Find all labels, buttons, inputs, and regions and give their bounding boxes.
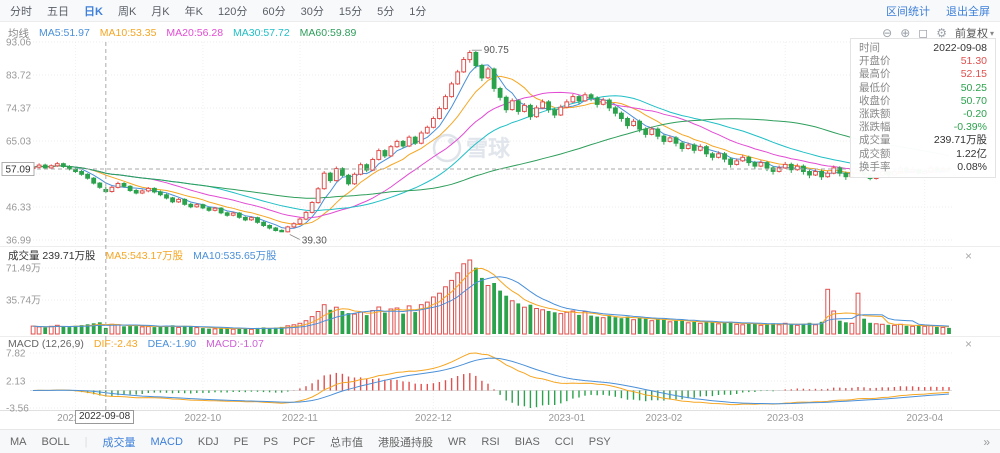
period-tab[interactable]: 五日 (47, 5, 69, 18)
ma-legend-row: 均线 MA5:51.97 MA10:53.35 MA20:56.28 MA30:… (8, 25, 994, 41)
period-tabs: 分时 五日 日K 周K 月K 年K 120分 60分 30分 15分 5分 1分 (10, 3, 426, 19)
svg-text:雪球: 雪球 (466, 136, 511, 161)
svg-text:57.09: 57.09 (5, 165, 30, 176)
indicator-tab[interactable]: MACD (150, 435, 183, 448)
range-stats-link[interactable]: 区间统计 (886, 5, 930, 18)
indicator-tab[interactable]: KDJ (197, 435, 219, 448)
period-tab[interactable]: 1分 (409, 5, 427, 18)
period-tab[interactable]: 周K (117, 5, 137, 18)
tab-divider: | (84, 435, 88, 448)
info-row: 成交额 1.22亿 (859, 147, 987, 160)
toolbar-right: 区间统计 退出全屏 (886, 3, 990, 19)
svg-text:2022-12: 2022-12 (415, 413, 452, 424)
period-tab[interactable]: 60分 (262, 5, 286, 18)
candle-info-panel: 时间 2022-09-08 开盘价 51.30 最高价 52.15 最低价 50.25 收盘价 5… (850, 38, 996, 179)
indicator-tab[interactable]: BIAS (514, 435, 540, 448)
indicator-tab[interactable]: BOLL (41, 435, 70, 448)
indicator-tab[interactable]: 总市值 (330, 436, 364, 449)
dif-legend: DIF:-2.43 (93, 338, 138, 350)
dea-legend: DEA:-1.90 (147, 338, 197, 350)
info-row: 最低价 50.25 (859, 81, 987, 94)
svg-text:90.75: 90.75 (484, 45, 509, 56)
indicator-tab[interactable]: MA (10, 435, 27, 448)
macd-pane-header: MACD (12,26,9) DIF:-2.43 DEA:-1.90 MACD:… (8, 338, 972, 350)
indicator-tab[interactable]: WR (448, 435, 467, 448)
svg-text:74.37: 74.37 (6, 104, 31, 115)
exit-fullscreen-link[interactable]: 退出全屏 (946, 5, 990, 18)
period-tab[interactable]: 120分 (217, 5, 248, 18)
svg-text:2022-10: 2022-10 (185, 413, 222, 424)
more-indicators-button[interactable]: » (983, 434, 990, 449)
svg-text:36.99: 36.99 (6, 236, 31, 247)
period-tab[interactable]: 日K (84, 5, 103, 18)
indicator-tab[interactable]: RSI (481, 435, 500, 448)
ma60-legend: MA60:59.89 (299, 27, 357, 39)
ma-title: 均线 (8, 27, 29, 40)
period-tab[interactable]: 月K (151, 5, 170, 18)
indicator-tab[interactable]: PE (233, 435, 249, 448)
settings-icon[interactable]: ⚙ (936, 26, 947, 40)
adjust-type-dropdown[interactable]: 前复权 ▾ (955, 25, 994, 41)
adjust-type-label: 前复权 (954, 28, 988, 40)
svg-text:2023-03: 2023-03 (767, 413, 804, 424)
volume-ma10-legend: MA10:535.65万股 (193, 250, 277, 262)
svg-text:2022-11: 2022-11 (282, 413, 318, 424)
svg-text:46.33: 46.33 (6, 203, 31, 214)
volume-ma5-legend: MA5:543.17万股 (105, 250, 184, 262)
indicator-tabbar: MA BOLL | 成交量 MACD KDJ PE PS PCF 总市值 港股通持股 WR RSI BIA… (0, 429, 1000, 453)
indicator-tabs: MA BOLL | 成交量 MACD KDJ PE PS PCF 总市值 港股通持股 WR RSI BIA… (10, 434, 611, 450)
crosshair-date-badge: 2022-09-08 (75, 410, 135, 424)
ma10-legend: MA10:53.35 (99, 27, 157, 39)
ma30-legend: MA30:57.72 (233, 27, 290, 39)
svg-text:-3.56: -3.56 (6, 404, 29, 415)
info-row: 换手率 0.08% (859, 160, 987, 173)
chart-tool-icons: ⊖ ⊕ ◻ ⚙ (882, 27, 947, 39)
period-tab[interactable]: 30分 (300, 5, 324, 18)
svg-text:93.06: 93.06 (6, 38, 31, 49)
close-volume-pane-button[interactable]: × (964, 248, 972, 263)
svg-text:35.74万: 35.74万 (6, 296, 41, 307)
screenshot-icon[interactable]: ◻ (918, 26, 929, 40)
ma20-legend: MA20:56.28 (166, 27, 224, 39)
info-row: 时间 2022-09-08 (859, 42, 987, 54)
period-tab[interactable]: 15分 (338, 5, 363, 18)
zoom-in-icon[interactable]: ⊕ (900, 26, 911, 40)
info-row: 开盘价 51.30 (859, 55, 987, 68)
svg-text:65.03: 65.03 (6, 137, 31, 148)
indicator-tab[interactable]: CCI (554, 435, 574, 448)
macd-legend: MACD (12,26,9) (8, 338, 84, 350)
svg-text:7.82: 7.82 (6, 349, 26, 360)
kline-toolbar: 分时 五日 日K 周K 月K 年K 120分 60分 30分 15分 5分 1分 区间统计 退出全屏 (0, 0, 1000, 22)
ma5-legend: MA5:51.97 (39, 27, 90, 39)
svg-text:2023-02: 2023-02 (646, 413, 683, 424)
info-row: 成交量 239.71万股 (859, 134, 987, 147)
zoom-out-icon[interactable]: ⊖ (882, 26, 893, 40)
chevron-down-icon: ▾ (989, 28, 994, 38)
svg-text:2023-04: 2023-04 (906, 413, 943, 424)
chart-tools: ⊖ ⊕ ◻ ⚙ 前复权 ▾ (882, 25, 994, 41)
svg-text:83.72: 83.72 (6, 71, 31, 82)
indicator-tab[interactable]: PCF (293, 435, 316, 448)
svg-text:71.49万: 71.49万 (6, 264, 41, 275)
close-macd-pane-button[interactable]: × (964, 337, 972, 351)
svg-text:2.13: 2.13 (6, 377, 26, 388)
info-row: 涨跌额 -0.20 (859, 108, 987, 121)
indicator-tab[interactable]: 港股通持股 (378, 436, 434, 449)
info-row: 涨跌幅 -0.39% (859, 121, 987, 134)
svg-text:2023-01: 2023-01 (548, 413, 585, 424)
volume-pane-header: 成交量 239.71万股 MA5:543.17万股 MA10:535.65万股 … (8, 248, 972, 263)
macd-value-legend: MACD:-1.07 (206, 338, 264, 350)
info-row: 最高价 52.15 (859, 68, 987, 81)
period-tab[interactable]: 年K (184, 5, 203, 18)
indicator-tab[interactable]: 成交量 (102, 436, 136, 449)
period-tab[interactable]: 分时 (10, 5, 32, 18)
indicator-tab[interactable]: PSY (588, 435, 611, 448)
svg-text:39.30: 39.30 (302, 236, 327, 247)
period-tab[interactable]: 5分 (377, 5, 395, 18)
volume-legend: 成交量 239.71万股 (8, 250, 96, 262)
info-row: 收盘价 50.70 (859, 94, 987, 107)
indicator-tab[interactable]: PS (263, 435, 279, 448)
